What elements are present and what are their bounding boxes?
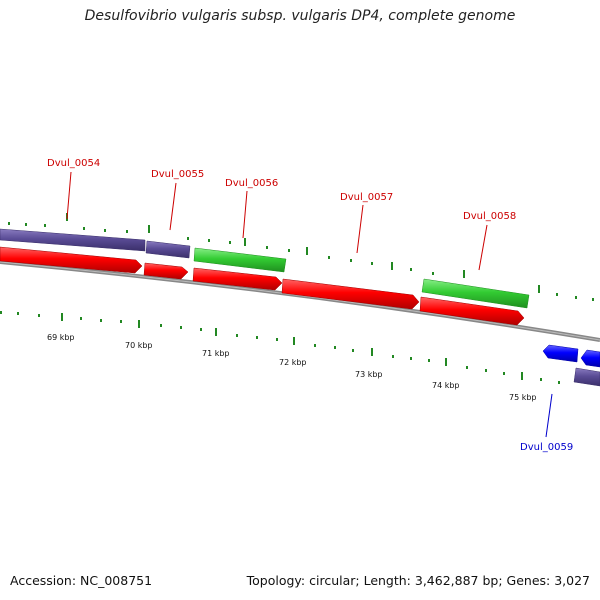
map-title: Desulfovibrio vulgaris subsp. vulgaris D… — [84, 8, 516, 24]
gene-feature-purple-3[interactable] — [573, 367, 600, 387]
cds-arrow-dvul-0056[interactable] — [192, 267, 283, 291]
cds-arrow-dvul-0059[interactable] — [542, 344, 579, 363]
gene-label-dvul-0055[interactable]: Dvul_0055 — [151, 169, 204, 180]
kbp-label-70: 70 kbp — [125, 341, 153, 350]
gene-feature-dvul-0056[interactable] — [193, 247, 287, 273]
gene-label-dvul-0056[interactable]: Dvul_0056 — [225, 178, 278, 189]
cds-arrow-next[interactable] — [580, 349, 600, 368]
cds-arrow-dvul-0058[interactable] — [419, 296, 525, 326]
gene-label-dvul-0057[interactable]: Dvul_0057 — [340, 192, 393, 203]
gene-label-dvul-0059[interactable]: Dvul_0059 — [520, 442, 573, 453]
kbp-label-74: 74 kbp — [432, 381, 460, 390]
kbp-label-73: 73 kbp — [355, 370, 383, 379]
kbp-label-69: 69 kbp — [47, 333, 75, 342]
cds-arrow-dvul-0054[interactable] — [0, 246, 143, 274]
gene-label-dvul-0058[interactable]: Dvul_0058 — [463, 211, 516, 222]
kbp-label-71: 71 kbp — [202, 349, 230, 358]
gene-feature-purple-2[interactable] — [145, 240, 191, 259]
kbp-label-75: 75 kbp — [509, 393, 537, 402]
cds-arrow-dvul-0057[interactable] — [281, 278, 420, 310]
gene-feature-dvul-0058[interactable] — [421, 278, 530, 309]
gene-label-dvul-0054[interactable]: Dvul_0054 — [47, 158, 100, 169]
cds-arrow-dvul-0055[interactable] — [143, 262, 189, 280]
label-leaders — [66, 171, 553, 438]
kbp-label-72: 72 kbp — [279, 358, 307, 367]
genome-summary: Topology: circular; Length: 3,462,887 bp… — [246, 573, 590, 588]
gene-feature-purple-1[interactable] — [0, 228, 146, 252]
inner-tick-track — [0, 311, 560, 384]
accession-label: Accession: NC_008751 — [10, 573, 153, 588]
